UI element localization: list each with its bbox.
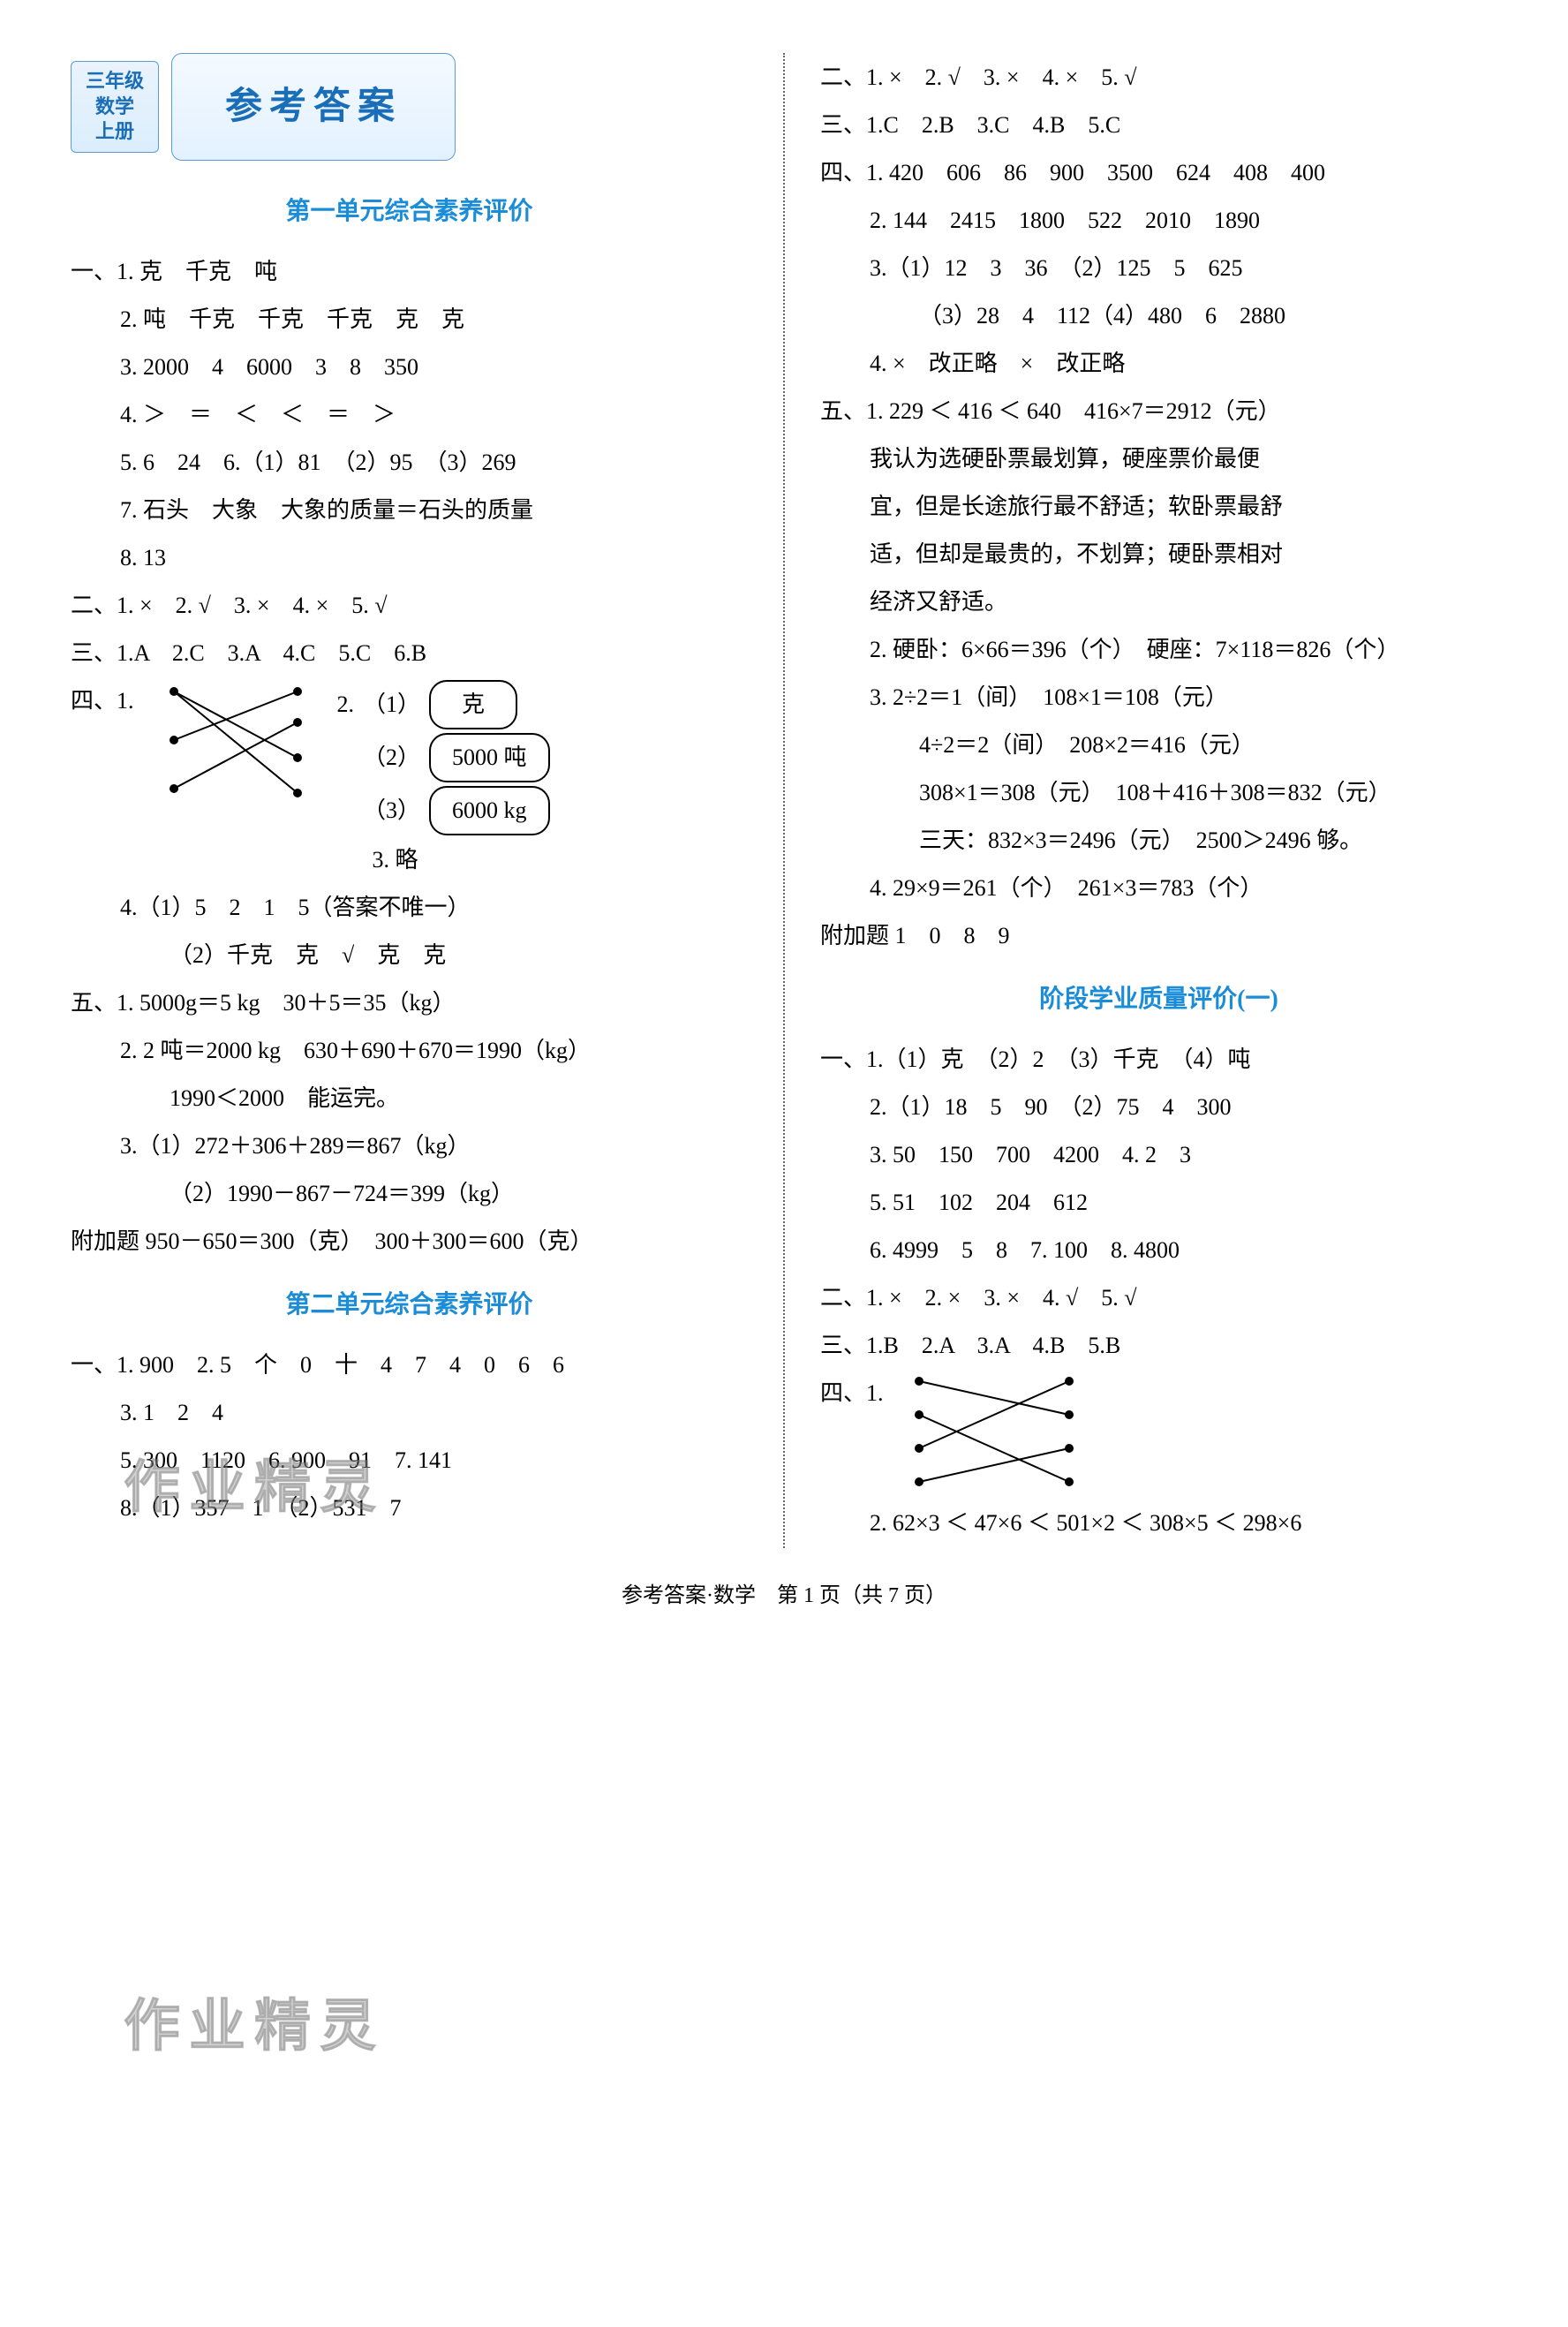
ans-line: 2. 硬卧：6×66＝396（个） 硬座：7×118＝826（个）	[820, 627, 1497, 673]
q4-block: 四、1. 2. （1） 克 2. （2） 5000 吨 2. （3）	[71, 678, 748, 883]
ans-line: 二、1. × 2. √ 3. × 4. × 5. √	[71, 583, 748, 629]
ans-line: 2. 144 2415 1800 522 2010 1890	[820, 198, 1497, 244]
left-column: 三年级 数学 上册 参考答案 第一单元综合素养评价 一、1. 克 千克 吨 2.…	[71, 53, 774, 1548]
q4-two-label: 2.	[337, 682, 355, 728]
ans-line: 五、1. 5000g＝5 kg 30＋5＝35（kg）	[71, 980, 748, 1026]
ans-line: （3）28 4 112（4）480 6 2880	[820, 293, 1497, 339]
ans-line: （2）1990－867－724＝399（kg）	[71, 1171, 748, 1217]
watermark: 作业精灵	[124, 1969, 385, 2082]
ans-line: 2. 2 吨＝2000 kg 630＋690＋670＝1990（kg）	[71, 1028, 748, 1074]
ans-line: 宜，但是长途旅行最不舒适；软卧票最舒	[820, 484, 1497, 530]
ans-line: 3.（1）12 3 36 （2）125 5 625	[820, 246, 1497, 291]
ans-line: 三天：832×3＝2496（元） 2500＞2496 够。	[820, 818, 1497, 864]
pill-value: 5000 吨	[429, 733, 550, 782]
pill-label: （1）	[363, 682, 420, 728]
ans-line: 三、1.C 2.B 3.C 4.B 5.C	[820, 102, 1497, 148]
ans-line: 1990＜2000 能运完。	[71, 1076, 748, 1122]
answer-title: 参考答案	[171, 53, 456, 161]
pill-value: 克	[429, 680, 517, 729]
ans-line: 四、1. 420 606 86 900 3500 624 408 400	[820, 150, 1497, 196]
ans-line: 5. 6 24 6.（1）81 （2）95 （3）269	[71, 440, 748, 486]
q4-three: 3. 略	[337, 837, 550, 883]
ans-line: 3. 2÷2＝1（间） 108×1＝108（元）	[820, 675, 1497, 721]
ans-line: 5. 51 102 204 612	[820, 1180, 1497, 1226]
q4-label: 四、1.	[71, 678, 134, 724]
ans-line: 一、1. 克 千克 吨	[71, 249, 748, 295]
ans-line: 4. ＞ ＝ ＜ ＜ ＝ ＞	[71, 392, 748, 438]
section-1-title: 第一单元综合素养评价	[71, 187, 748, 237]
q4-block-right: 四、1.	[820, 1371, 1497, 1499]
ans-line: 3. 2000 4 6000 3 8 350	[71, 344, 748, 390]
page-footer: 参考答案·数学 第 1 页（共 7 页）	[71, 1575, 1497, 1617]
ans-line: 3. 50 150 700 4200 4. 2 3	[820, 1132, 1497, 1178]
ans-line: 4. × 改正略 × 改正略	[820, 341, 1497, 387]
pill-value: 6000 kg	[429, 786, 550, 835]
ans-line: 三、1.B 2.A 3.A 4.B 5.B	[820, 1323, 1497, 1369]
grade-badge: 三年级 数学 上册	[71, 61, 159, 153]
column-divider	[783, 53, 785, 1548]
section-2-title: 第二单元综合素养评价	[71, 1281, 748, 1330]
ans-line: 4÷2＝2（间） 208×2＝416（元）	[820, 722, 1497, 768]
ans-line: 2.（1）18 5 90 （2）75 4 300	[820, 1084, 1497, 1130]
ans-line: 4. 29×9＝261（个） 261×3＝783（个）	[820, 865, 1497, 911]
ans-line: 一、1.（1）克 （2）2 （3）千克 （4）吨	[820, 1037, 1497, 1083]
subject-text: 数学	[86, 94, 144, 120]
ans-line: 我认为选硬卧票最划算，硬座票价最便	[820, 436, 1497, 482]
q4-pills: 2. （1） 克 2. （2） 5000 吨 2. （3） 6000 kg 3.…	[337, 678, 550, 883]
ans-line: 五、1. 229 ＜ 416 ＜ 640 416×7＝2912（元）	[820, 389, 1497, 434]
page: 三年级 数学 上册 参考答案 第一单元综合素养评价 一、1. 克 千克 吨 2.…	[71, 53, 1497, 1548]
ans-line: 附加题 950－650＝300（克） 300＋300＝600（克）	[71, 1219, 748, 1265]
ans-line: 6. 4999 5 8 7. 100 8. 4800	[820, 1228, 1497, 1273]
ans-line: 附加题 1 0 8 9	[820, 913, 1497, 959]
ans-line: 2. 62×3 ＜ 47×6 ＜ 501×2 ＜ 308×5 ＜ 298×6	[820, 1500, 1497, 1546]
q4-label: 四、1.	[820, 1371, 884, 1417]
title-badge: 三年级 数学 上册 参考答案	[71, 53, 748, 161]
ans-line: 8. 13	[71, 535, 748, 581]
ans-line: 一、1. 900 2. 5 个 0 十 4 7 4 0 6 6	[71, 1342, 748, 1388]
ans-line: 三、1.A 2.C 3.A 4.C 5.C 6.B	[71, 631, 748, 676]
section-3-title: 阶段学业质量评价(一)	[820, 975, 1497, 1024]
volume-text: 上册	[86, 119, 144, 145]
ans-line: 4.（1）5 2 1 5（答案不唯一）	[71, 885, 748, 931]
ans-line: 3.（1）272＋306＋289＝867（kg）	[71, 1123, 748, 1169]
ans-line: （2）千克 克 √ 克 克	[71, 933, 748, 978]
matching-diagram-1	[152, 678, 320, 811]
ans-line: 308×1＝308（元） 108＋416＋308＝832（元）	[820, 770, 1497, 816]
ans-line: 3. 1 2 4	[71, 1390, 748, 1436]
right-column: 二、1. × 2. √ 3. × 4. × 5. √ 三、1.C 2.B 3.C…	[794, 53, 1497, 1548]
ans-line: 2. 吨 千克 千克 千克 克 克	[71, 297, 748, 343]
matching-diagram-2	[901, 1371, 1096, 1499]
ans-line: 5. 300 1120 6. 900 91 7. 141	[71, 1438, 748, 1484]
pill-label: （2）	[363, 735, 420, 781]
ans-line: 8.（1）357 1 （2）531 7	[71, 1485, 748, 1531]
grade-text: 三年级	[86, 69, 144, 94]
pill-label: （3）	[363, 788, 420, 834]
ans-line: 二、1. × 2. √ 3. × 4. × 5. √	[820, 55, 1497, 101]
ans-line: 7. 石头 大象 大象的质量＝石头的质量	[71, 487, 748, 533]
ans-line: 经济又舒适。	[820, 579, 1497, 625]
ans-line: 二、1. × 2. × 3. × 4. √ 5. √	[820, 1275, 1497, 1321]
ans-line: 适，但却是最贵的，不划算；硬卧票相对	[820, 532, 1497, 578]
